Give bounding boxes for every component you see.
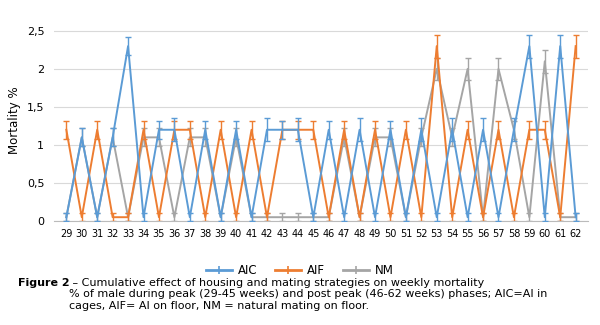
Y-axis label: Mortality %: Mortality %: [8, 86, 21, 154]
Text: – Cumulative effect of housing and mating strategies on weekly mortality
% of ma: – Cumulative effect of housing and matin…: [69, 278, 547, 311]
Text: Figure 2: Figure 2: [18, 278, 70, 288]
Legend: AIC, AIF, NM: AIC, AIF, NM: [206, 264, 394, 277]
